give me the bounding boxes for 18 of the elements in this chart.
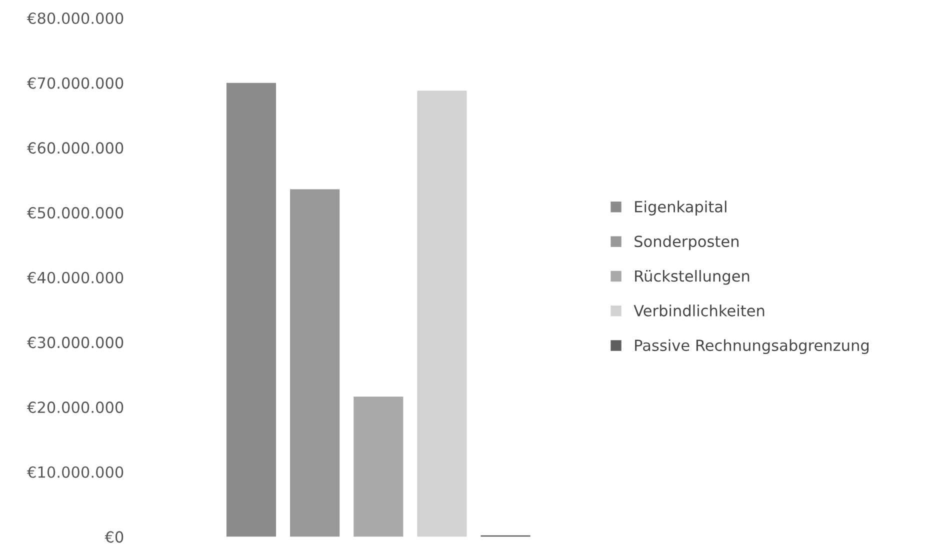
y-tick-label: €30.000.000 (26, 336, 124, 348)
legend-label: Rückstellungen (635, 270, 750, 285)
bar (354, 396, 404, 537)
y-tick-label: €20.000.000 (26, 402, 124, 414)
bar (226, 82, 276, 537)
legend-label: Sonderposten (634, 235, 738, 250)
bar (417, 90, 467, 537)
y-tick-label: €70.000.000 (26, 77, 124, 89)
y-tick-label: €50.000.000 (26, 206, 124, 219)
y-tick-label: €0 (104, 531, 124, 543)
y-tick-label: €60.000.000 (26, 142, 124, 154)
legend-label: Verbindlichkeiten (634, 304, 764, 316)
bar (290, 189, 340, 537)
y-tick-label: €10.000.000 (26, 466, 124, 478)
y-tick-label: €40.000.000 (26, 272, 124, 284)
y-tick-label: €80.000.000 (26, 12, 124, 24)
legend-label: Passive Rechnungsabgrenzung (635, 339, 869, 354)
legend-label: Eigenkapital (635, 200, 726, 216)
